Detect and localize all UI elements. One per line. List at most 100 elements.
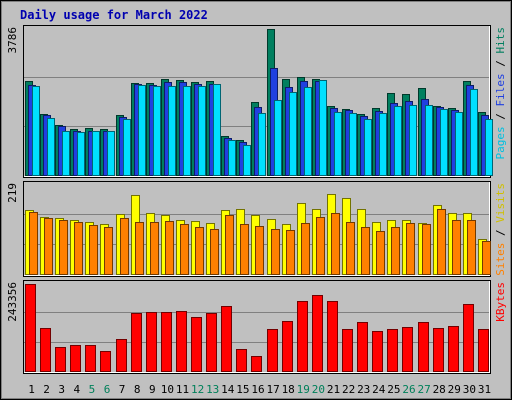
- panel-max-label: 3786: [6, 27, 19, 54]
- legend-entry: Pages: [494, 126, 507, 159]
- bar-kbytes-day-10: [161, 312, 172, 372]
- x-tick-day-6: 6: [104, 383, 111, 396]
- bar-sites-day-17: [271, 229, 280, 275]
- bar-sites-day-21: [331, 213, 340, 275]
- x-tick-day-20: 20: [312, 383, 325, 396]
- bar-pages-day-20: [319, 80, 327, 176]
- x-tick-day-4: 4: [73, 383, 80, 396]
- x-tick-day-25: 25: [387, 383, 400, 396]
- bar-pages-day-14: [228, 140, 236, 176]
- bar-pages-day-23: [364, 119, 372, 176]
- bar-kbytes-day-2: [40, 328, 51, 372]
- x-tick-day-22: 22: [342, 383, 355, 396]
- bar-kbytes-day-3: [55, 347, 66, 372]
- bar-sites-day-11: [180, 224, 189, 275]
- bar-pages-day-17: [274, 100, 282, 176]
- bar-pages-day-28: [440, 109, 448, 176]
- x-tick-day-11: 11: [176, 383, 189, 396]
- bar-kbytes-day-20: [312, 295, 323, 372]
- panel-visits-sites: 219 Sites / Visits: [6, 181, 507, 277]
- legend-entry: /: [494, 223, 507, 243]
- bar-pages-day-24: [379, 113, 387, 176]
- bar-kbytes-day-18: [282, 321, 293, 372]
- legend-hits-files-pages: Pages / Files / Hits: [494, 27, 507, 160]
- bar-sites-day-20: [316, 217, 325, 275]
- bar-sites-day-8: [135, 222, 144, 275]
- bar-kbytes-day-24: [372, 331, 383, 372]
- x-tick-day-8: 8: [134, 383, 141, 396]
- panel-kbytes: 243356 KBytes: [6, 280, 507, 374]
- bar-kbytes-day-25: [387, 329, 398, 372]
- bar-sites-day-3: [59, 220, 68, 275]
- panel-max-label: 243356: [6, 282, 19, 322]
- bar-sites-day-1: [29, 212, 38, 275]
- bar-sites-day-22: [346, 222, 355, 275]
- x-tick-day-14: 14: [221, 383, 235, 396]
- bar-pages-day-30: [470, 89, 478, 176]
- bar-sites-day-30: [467, 220, 476, 275]
- bar-kbytes-day-12: [191, 317, 202, 372]
- bar-kbytes-day-31: [478, 329, 489, 372]
- bar-sites-day-5: [89, 225, 98, 275]
- x-tick-day-13: 13: [206, 383, 219, 396]
- bar-pages-day-15: [243, 145, 251, 176]
- bar-sites-day-27: [422, 224, 431, 275]
- bar-pages-day-13: [213, 84, 221, 176]
- bar-sites-day-19: [301, 223, 310, 275]
- bar-kbytes-day-19: [297, 301, 308, 372]
- x-tick-day-23: 23: [357, 383, 370, 396]
- bar-sites-day-4: [74, 222, 83, 275]
- bar-kbytes-day-8: [131, 313, 142, 372]
- x-tick-day-9: 9: [149, 383, 156, 396]
- x-tick-day-12: 12: [191, 383, 204, 396]
- bar-sites-day-26: [406, 223, 415, 275]
- bar-pages-day-21: [334, 112, 342, 176]
- bar-kbytes-day-27: [418, 322, 429, 372]
- bar-pages-day-2: [47, 118, 55, 176]
- x-tick-day-5: 5: [89, 383, 96, 396]
- bar-sites-day-9: [150, 222, 159, 275]
- x-tick-day-26: 26: [402, 383, 415, 396]
- x-tick-day-10: 10: [161, 383, 174, 396]
- legend-entry: Sites: [494, 243, 507, 276]
- bar-pages-day-7: [123, 119, 131, 176]
- x-tick-day-18: 18: [282, 383, 295, 396]
- x-tick-day-16: 16: [251, 383, 264, 396]
- x-tick-day-3: 3: [58, 383, 65, 396]
- bar-pages-day-5: [92, 131, 100, 176]
- bar-sites-day-23: [361, 227, 370, 275]
- bar-kbytes-day-14: [221, 306, 232, 372]
- legend-entry: /: [494, 54, 507, 74]
- panel-max-label: 219: [6, 183, 19, 203]
- bar-pages-day-25: [394, 106, 402, 176]
- bar-pages-day-8: [138, 85, 146, 176]
- x-tick-day-31: 31: [478, 383, 491, 396]
- bar-kbytes-day-17: [267, 329, 278, 372]
- legend-entry: KBytes: [494, 282, 507, 322]
- bar-kbytes-day-5: [85, 345, 96, 372]
- bar-kbytes-day-21: [327, 301, 338, 372]
- x-tick-day-19: 19: [297, 383, 310, 396]
- x-tick-day-15: 15: [236, 383, 249, 396]
- x-tick-day-29: 29: [448, 383, 461, 396]
- x-tick-day-21: 21: [327, 383, 340, 396]
- bar-sites-day-31: [482, 241, 491, 275]
- x-tick-day-2: 2: [43, 383, 50, 396]
- x-tick-day-24: 24: [372, 383, 386, 396]
- legend-visits-sites: Sites / Visits: [494, 183, 507, 276]
- bar-kbytes-day-6: [100, 351, 111, 372]
- bar-sites-day-14: [225, 215, 234, 275]
- bar-pages-day-6: [107, 131, 115, 176]
- bar-sites-day-2: [44, 218, 53, 275]
- x-tick-day-27: 27: [417, 383, 430, 396]
- bar-sites-day-7: [120, 218, 129, 275]
- bar-pages-day-9: [153, 86, 161, 176]
- bar-pages-day-18: [289, 92, 297, 176]
- legend-entry: Files: [494, 73, 507, 106]
- bar-pages-day-3: [62, 131, 70, 176]
- x-tick-day-7: 7: [119, 383, 126, 396]
- bar-kbytes-day-26: [402, 327, 413, 372]
- bar-sites-day-12: [195, 227, 204, 275]
